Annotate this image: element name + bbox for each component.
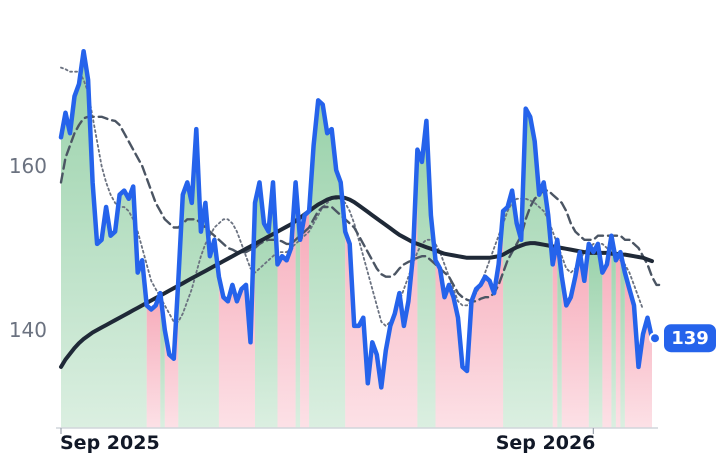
downtrend-fill-area — [277, 182, 296, 428]
downtrend-fill-area — [218, 202, 255, 428]
downtrend-fill-area — [552, 239, 558, 428]
uptrend-fill-area — [178, 129, 219, 428]
downtrend-fill-area — [164, 280, 179, 428]
uptrend-fill-area — [588, 243, 603, 428]
downtrend-fill-area — [435, 211, 504, 428]
downtrend-fill-area — [561, 243, 589, 428]
y-tick-label: 140 — [9, 318, 47, 342]
uptrend-fill-area — [611, 235, 616, 428]
downtrend-fill-area — [146, 293, 161, 428]
x-tick-label: Sep 2025 — [60, 432, 160, 454]
price-line — [58, 48, 655, 390]
downtrend-fill-area — [300, 211, 310, 428]
uptrend-fill-area — [309, 100, 346, 429]
downtrend-fill-area — [624, 272, 652, 428]
area-fill-layer — [61, 51, 652, 429]
medium-moving-average-line — [59, 115, 663, 303]
uptrend-fill-area — [620, 252, 625, 428]
downtrend-fill-area — [345, 149, 418, 428]
x-tick-label: Sep 2026 — [496, 432, 596, 454]
series-line-layer — [58, 48, 663, 390]
uptrend-fill-area — [503, 108, 553, 428]
axis-layer: 140 160 Sep 2025 Sep 2026 — [9, 154, 658, 454]
y-tick-label: 160 — [9, 154, 47, 178]
uptrend-fill-area — [417, 120, 436, 429]
uptrend-fill-area — [295, 182, 301, 428]
last-value-badge — [664, 324, 716, 353]
last-value-label: 139 — [671, 328, 709, 349]
last-value-marker — [649, 332, 661, 345]
uptrend-fill-area — [557, 239, 562, 428]
last-value-layer: 139 — [649, 324, 716, 353]
downtrend-fill-area — [602, 235, 612, 428]
downtrend-fill-area — [615, 252, 621, 428]
